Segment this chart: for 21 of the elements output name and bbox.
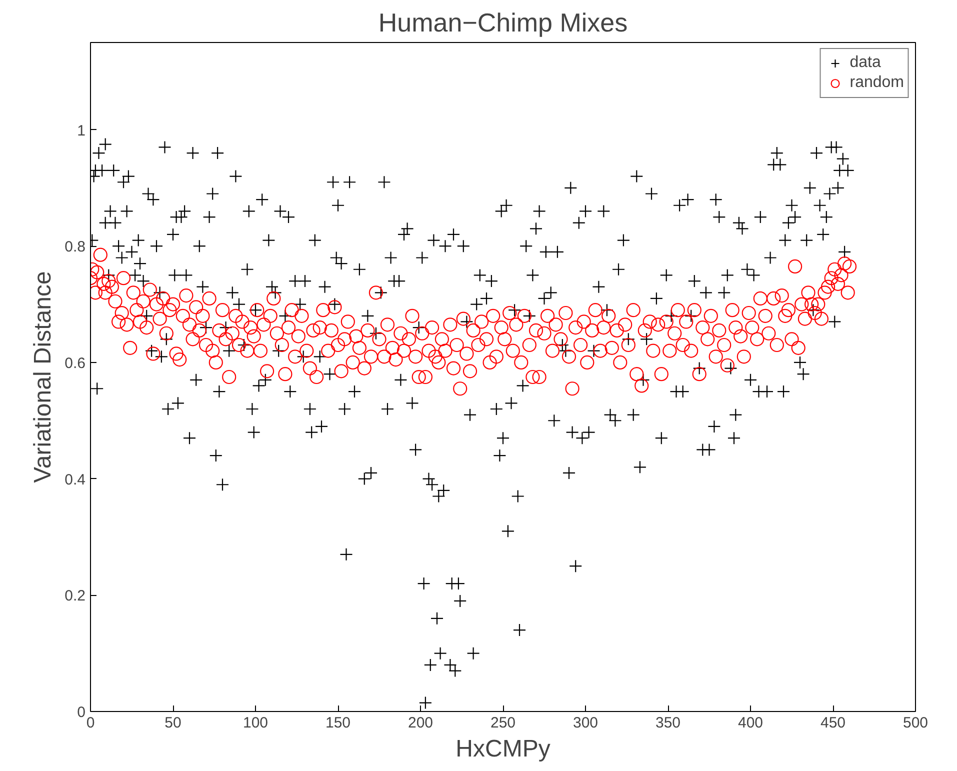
y-tick-label: 1 bbox=[77, 122, 86, 140]
x-tick-label: 350 bbox=[655, 714, 681, 732]
legend-label: random bbox=[850, 74, 904, 92]
x-axis-title: HxCMPy bbox=[456, 736, 550, 762]
x-tick-label: 150 bbox=[325, 714, 351, 732]
x-tick-label: 50 bbox=[164, 714, 182, 732]
x-tick-label: 200 bbox=[408, 714, 434, 732]
x-tick-label: 250 bbox=[490, 714, 516, 732]
y-axis-title: Variational Distance bbox=[30, 271, 57, 483]
y-tick-label: 0 bbox=[77, 704, 86, 721]
x-tick-label: 450 bbox=[820, 714, 846, 732]
y-tick-label: 0.4 bbox=[64, 471, 86, 488]
y-tick-label: 0.8 bbox=[64, 238, 86, 256]
y-tick-label: 0.6 bbox=[64, 354, 86, 372]
legend-label: data bbox=[850, 54, 881, 72]
x-tick-label: 500 bbox=[902, 714, 928, 732]
x-tick-label: 100 bbox=[242, 714, 268, 732]
x-tick-label: 400 bbox=[738, 714, 764, 732]
y-tick-label: 0.2 bbox=[64, 588, 86, 605]
chart-title: Human−Chimp Mixes bbox=[378, 8, 628, 38]
x-tick-label: 300 bbox=[572, 714, 598, 732]
